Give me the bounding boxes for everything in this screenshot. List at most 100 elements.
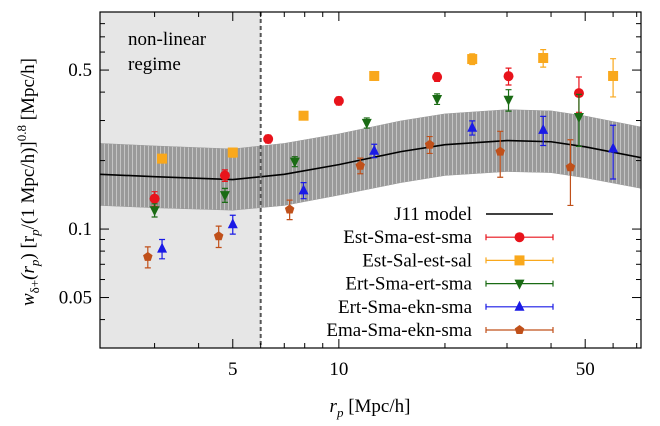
legend-label: Est-Sal-est-sal xyxy=(362,250,472,271)
marker xyxy=(514,325,525,335)
marker xyxy=(467,121,478,132)
marker xyxy=(503,71,514,82)
data-point xyxy=(355,157,366,175)
y-tick-label: 0.5 xyxy=(68,60,92,81)
y-tick-label: 0.05 xyxy=(59,288,92,309)
data-point xyxy=(219,169,230,183)
data-point xyxy=(149,203,160,218)
label-part: ) [r xyxy=(18,235,39,259)
marker xyxy=(514,279,525,290)
data-point xyxy=(432,72,443,83)
marker xyxy=(227,147,238,158)
marker xyxy=(289,157,300,168)
marker xyxy=(432,72,443,83)
marker xyxy=(355,160,366,170)
data-point xyxy=(298,110,309,121)
data-point xyxy=(573,93,584,147)
legend-label: Est-Sma-est-sma xyxy=(343,227,472,248)
label-part: (r xyxy=(18,266,39,280)
label-part: p xyxy=(27,259,42,267)
marker xyxy=(565,162,576,172)
marker xyxy=(608,142,619,153)
data-point xyxy=(608,124,619,180)
marker xyxy=(369,144,380,155)
x-tick-label: 10 xyxy=(329,359,348,380)
data-point xyxy=(495,130,505,178)
data-point xyxy=(503,89,514,112)
marker xyxy=(219,191,230,202)
marker xyxy=(263,133,274,144)
annotation: non-linear xyxy=(128,29,207,50)
data-point xyxy=(369,143,380,159)
data-point xyxy=(219,187,230,203)
marker xyxy=(514,300,525,311)
data-point xyxy=(565,139,576,207)
legend-label: J11 model xyxy=(394,204,472,225)
marker xyxy=(157,242,168,253)
data-point xyxy=(284,199,295,221)
marker xyxy=(369,70,380,81)
legend-label: Ema-Sma-ekn-sma xyxy=(326,320,472,341)
label-part: /(1 Mpc/h)] xyxy=(18,141,39,229)
data-point xyxy=(333,95,344,106)
model-band xyxy=(100,109,641,211)
x-axis-label: rp [Mpc/h] xyxy=(330,396,411,420)
marker xyxy=(424,139,435,149)
data-point xyxy=(432,93,443,106)
label-part: [Mpc/h] xyxy=(343,396,410,417)
data-point xyxy=(538,49,549,68)
marker xyxy=(467,54,478,65)
data-point xyxy=(213,225,224,249)
marker xyxy=(495,146,505,156)
marker xyxy=(538,123,549,134)
marker xyxy=(298,184,309,195)
marker xyxy=(213,231,224,241)
marker xyxy=(432,95,443,106)
marker xyxy=(227,218,238,229)
label-part: w xyxy=(18,293,39,306)
marker xyxy=(361,118,372,129)
x-tick-label: 5 xyxy=(228,359,238,380)
data-point xyxy=(289,156,300,168)
label-part: r xyxy=(330,396,338,417)
y-tick-label: 0.1 xyxy=(68,219,92,240)
annotation: regime xyxy=(128,54,181,75)
data-point xyxy=(157,153,168,164)
data-point xyxy=(467,53,478,66)
data-point xyxy=(298,182,309,200)
label-part: p xyxy=(27,229,42,237)
data-point xyxy=(263,133,274,144)
marker xyxy=(608,70,619,81)
data-point xyxy=(538,115,549,147)
data-point xyxy=(424,135,435,155)
data-point xyxy=(361,117,372,129)
label-part: p xyxy=(336,405,344,420)
data-point xyxy=(608,58,619,98)
y-axis-label: wδ+(rp) [rp/(1 Mpc/h)]0.8 [Mpc/h] xyxy=(14,58,42,306)
marker xyxy=(514,255,525,266)
plot-frame xyxy=(99,11,642,349)
marker xyxy=(284,204,295,214)
marker xyxy=(333,95,344,106)
data-point xyxy=(467,120,478,136)
marker xyxy=(514,232,525,243)
data-point xyxy=(369,70,380,81)
marker xyxy=(538,52,549,63)
axes: 5 10 50 0.05 0.1 0.5 xyxy=(59,11,642,380)
marker xyxy=(149,193,160,204)
marker xyxy=(573,88,584,99)
plot-area xyxy=(100,12,641,348)
data-point xyxy=(143,246,153,269)
legend-label: Ert-Sma-ert-sma xyxy=(345,274,472,295)
marker xyxy=(157,153,168,164)
data-point xyxy=(227,147,238,158)
label-part: 0.8 xyxy=(14,125,29,141)
marker xyxy=(149,206,160,217)
marker xyxy=(503,95,514,106)
model-line xyxy=(100,139,641,181)
label-part: [Mpc/h] xyxy=(18,58,39,125)
marker xyxy=(573,112,584,123)
